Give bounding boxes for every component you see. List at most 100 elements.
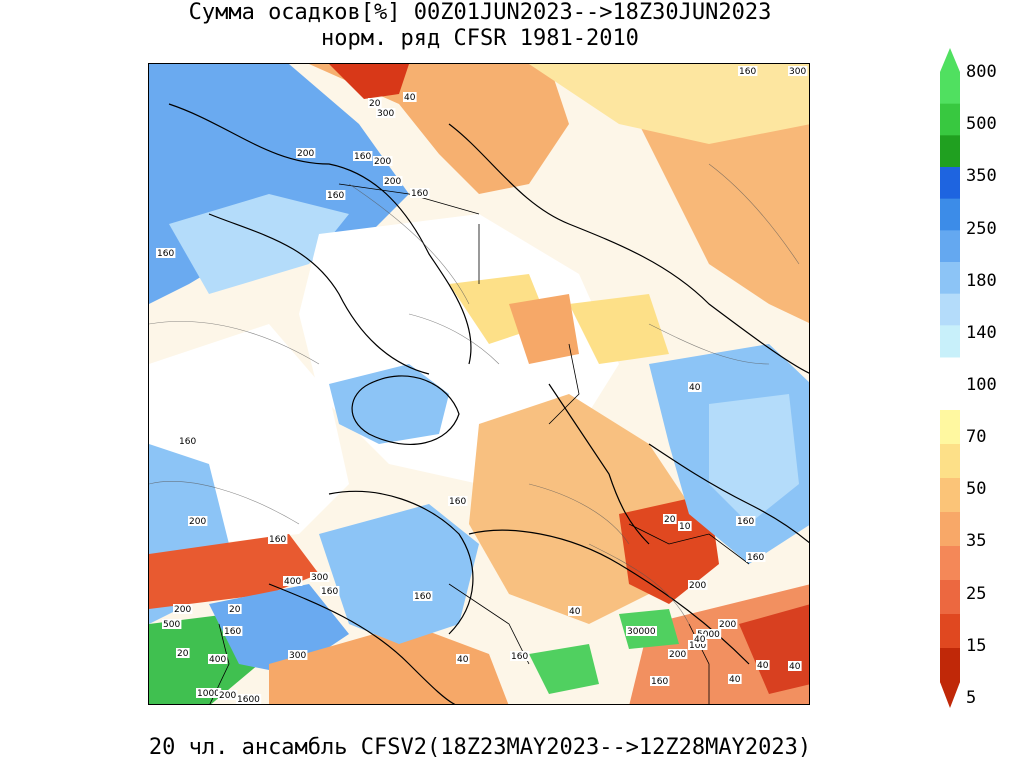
contour-label-bg (510, 651, 530, 661)
colorbar-swatch-dry (940, 648, 960, 683)
contour-label: 40 (457, 655, 469, 665)
contour-label-bg (236, 694, 262, 704)
colorbar-label: 70 (966, 427, 987, 447)
contour-label-bg (178, 436, 198, 446)
contour-label-bg (368, 98, 382, 108)
contour-label: 20 (229, 605, 241, 615)
contour-label-bg (668, 649, 688, 659)
contour-label-bg (296, 148, 316, 158)
contour-label: 20 (664, 515, 676, 525)
contour-label-bg (688, 640, 708, 650)
contour-label-bg (456, 654, 470, 664)
contour-label-bg (718, 619, 738, 629)
contours (149, 163, 800, 625)
colorbar-swatch-wet (940, 262, 960, 295)
contour-label: 40 (789, 662, 801, 672)
colorbar-swatch-dry (940, 546, 960, 581)
contour-label-bg (162, 619, 182, 629)
chart-title-line2: норм. ряд CFSR 1981-2010 (321, 26, 639, 51)
colorbar-label: 500 (966, 114, 997, 134)
contour-label: 40 (757, 661, 769, 671)
contour-label: 300 (789, 67, 806, 77)
region-yellow-2 (569, 294, 669, 364)
contour-label-bg (283, 576, 303, 586)
chart-footer: 20 чл. ансамбль CFSV2(18Z23MAY2023-->12Z… (148, 735, 812, 760)
region-sw-red (149, 534, 319, 609)
contour-label-bg (173, 604, 193, 614)
contour-label-bg (626, 626, 657, 636)
region-bottom-green (529, 644, 599, 694)
contour-label: 40 (569, 607, 581, 617)
region-greenland-blue (329, 364, 449, 444)
colorbar-arrow-bottom (940, 682, 960, 708)
contour-label: 5000 (697, 630, 720, 640)
chart-title-line1: Сумма осадков[%] 00Z01JUN2023-->18Z30JUN… (188, 0, 772, 25)
region-se-red (739, 604, 809, 694)
colorbar-label: 180 (966, 271, 997, 291)
contour-label-bg (736, 516, 756, 526)
colorbar-label: 50 (966, 479, 987, 499)
colorbar-label: 100 (966, 375, 997, 395)
region-top-orange (309, 64, 569, 194)
contour-label-bg (326, 190, 346, 200)
contour-label: 160 (414, 592, 431, 602)
colorbar-arrow-top (940, 48, 960, 72)
contour-label-bg (678, 521, 692, 531)
contour-label-bg (650, 676, 670, 686)
contour-label-bg (288, 650, 308, 660)
contour-label: 160 (321, 587, 338, 597)
contour-label: 200 (669, 650, 686, 660)
contour-label: 160 (651, 677, 668, 687)
contour-label-bg (223, 626, 243, 636)
colorbar-label: 15 (966, 636, 987, 656)
contour-label: 160 (449, 497, 466, 507)
region-bottom-orange (269, 624, 509, 704)
contour-label: 400 (209, 655, 226, 665)
contour-label: 20 (177, 649, 189, 659)
contour-label-bg (413, 591, 433, 601)
colorbar-label: 5 (966, 688, 977, 708)
colorbar-label: 250 (966, 219, 997, 239)
contour-label: 10 (679, 522, 691, 532)
contour-label-bg (728, 674, 742, 684)
contour-label: 200 (689, 581, 706, 591)
colorbar-swatch-wet (940, 198, 960, 231)
contour-label: 160 (179, 437, 196, 447)
contour-label-bg (176, 648, 190, 658)
contour-label: 300 (311, 573, 328, 583)
contour-label-bg (156, 248, 176, 258)
contour-label: 160 (739, 67, 756, 77)
colorbar-swatch-dry (940, 444, 960, 479)
contour-label: 500 (163, 620, 180, 630)
colorbar-label: 25 (966, 584, 987, 604)
contour-label: 160 (411, 189, 428, 199)
contour-label-bg (403, 92, 417, 102)
coastlines (168, 103, 809, 704)
contour-label: 30000 (627, 627, 656, 637)
colorbar-label: 350 (966, 166, 997, 186)
region-nw-light (169, 194, 349, 294)
contour-label: 40 (404, 93, 416, 103)
contour-label-bg (196, 688, 222, 698)
contour-label-bg (448, 496, 468, 506)
contour-label: 40 (694, 635, 706, 645)
contour-label: 200 (189, 517, 206, 527)
contour-label-bg (788, 66, 808, 76)
contour-label-bg (376, 108, 396, 118)
contour-label: 100 (689, 641, 706, 651)
contour-label: 200 (384, 177, 401, 187)
contour-label: 200 (219, 691, 236, 701)
region-east-lightblue (709, 394, 799, 524)
colorbar-swatch-dry (940, 512, 960, 547)
colorbar-label: 140 (966, 323, 997, 343)
contour-label-bg (756, 660, 770, 670)
contour-label: 160 (224, 627, 241, 637)
contour-label-bg (663, 514, 677, 524)
contour-label-bg (310, 572, 330, 582)
contour-label: 160 (269, 535, 286, 545)
colorbar-swatch-wet (940, 230, 960, 263)
contour-label: 200 (174, 605, 191, 615)
contour-label-bg (788, 661, 802, 671)
contour-label-bg (568, 606, 582, 616)
colorbar-swatch-wet (940, 103, 960, 136)
